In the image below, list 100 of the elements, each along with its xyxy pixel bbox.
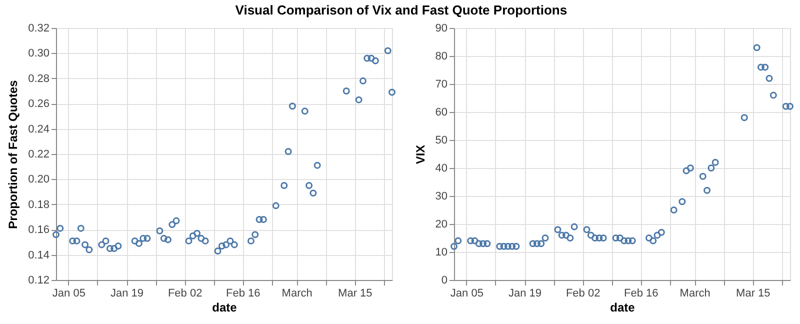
point [342, 88, 350, 94]
point [762, 64, 769, 71]
point [198, 234, 205, 242]
x-tick-label: Jan 05 [450, 288, 484, 300]
y-tick-label: 0.30 [28, 48, 50, 60]
y-axis-title: Proportion of Fast Quotes [6, 80, 20, 229]
x-tick-label: Feb 16 [226, 288, 260, 300]
point [529, 240, 536, 248]
point [306, 182, 313, 189]
point [372, 57, 379, 64]
point [740, 114, 748, 122]
point [144, 234, 151, 242]
point [558, 232, 566, 239]
x-tick-label: Feb 02 [168, 288, 202, 300]
point [194, 230, 201, 237]
y-tick-label: 90 [435, 22, 448, 34]
y-tick-label: 50 [435, 134, 448, 146]
point [368, 54, 375, 62]
y-tick-label: 60 [435, 106, 448, 118]
point [172, 217, 180, 224]
point [110, 245, 118, 252]
point [314, 162, 321, 169]
point [140, 234, 147, 242]
point [69, 237, 76, 244]
point [600, 234, 607, 242]
y-tick-label: 0.26 [28, 98, 50, 110]
y-tick-label: 0.14 [28, 249, 50, 262]
point [753, 44, 760, 52]
y-tick-label: 70 [435, 78, 448, 90]
point [583, 226, 590, 234]
x-tick-label: Mar 15 [736, 288, 770, 300]
y-tick-label: 0.12 [28, 274, 50, 286]
point [202, 237, 209, 244]
point [587, 232, 594, 239]
point [52, 231, 60, 238]
point [496, 242, 504, 250]
point [708, 164, 715, 172]
point [388, 88, 396, 96]
point [56, 224, 64, 232]
y-axis-title: VIX [413, 144, 428, 164]
point [86, 246, 93, 254]
point [766, 74, 773, 82]
y-tick-label: 30 [435, 190, 448, 202]
point [504, 242, 512, 250]
point [131, 237, 138, 244]
point [712, 158, 719, 166]
point [538, 240, 545, 248]
x-axis-title: date [610, 300, 636, 314]
point [359, 77, 366, 84]
point [566, 234, 574, 242]
y-tick-label: 40 [435, 162, 448, 174]
point [500, 242, 508, 250]
point [82, 241, 89, 248]
point [782, 102, 790, 110]
point [704, 186, 711, 194]
point [770, 92, 777, 99]
chart-title: Visual Comparison of Vix and Fast Quote Proportions [235, 2, 568, 18]
point [480, 240, 487, 248]
point [168, 221, 176, 228]
point [73, 237, 80, 244]
x-tick-label: Jan 19 [508, 288, 542, 300]
point [454, 237, 462, 244]
x-tick-label: March [680, 288, 710, 300]
y-tick-label: 0.16 [28, 224, 50, 236]
point [450, 242, 458, 250]
x-tick-label: Feb 16 [624, 288, 658, 300]
point [160, 234, 168, 242]
point [542, 234, 549, 242]
point [77, 224, 84, 232]
point [757, 64, 764, 71]
point [612, 234, 620, 242]
point [616, 234, 624, 242]
y-tick-label: 80 [435, 50, 448, 62]
point [786, 102, 794, 110]
point [570, 223, 578, 230]
y-tick-label: 20 [435, 218, 448, 230]
point [508, 242, 516, 250]
point [533, 240, 540, 248]
point [189, 232, 196, 240]
point [562, 232, 570, 239]
x-tick-label: Jan 05 [52, 288, 86, 300]
y-tick-label: 0.28 [28, 72, 50, 85]
x-tick-label: Mar 15 [338, 288, 372, 300]
y-tick-label: 0.24 [28, 123, 50, 136]
point [484, 240, 491, 248]
y-tick-label: 10 [435, 246, 448, 258]
point [102, 237, 110, 244]
point [471, 237, 478, 244]
y-tick-label: 0.20 [28, 174, 50, 186]
point [301, 108, 308, 115]
point [355, 96, 362, 104]
point [185, 237, 192, 244]
y-tick-label: 0 [441, 274, 448, 286]
y-tick-label: 0.18 [28, 198, 50, 211]
point [596, 234, 603, 242]
x-tick-label: Jan 19 [110, 288, 144, 300]
x-tick-label: March [282, 288, 312, 300]
point [467, 237, 474, 244]
point [512, 242, 520, 250]
point [699, 172, 706, 180]
